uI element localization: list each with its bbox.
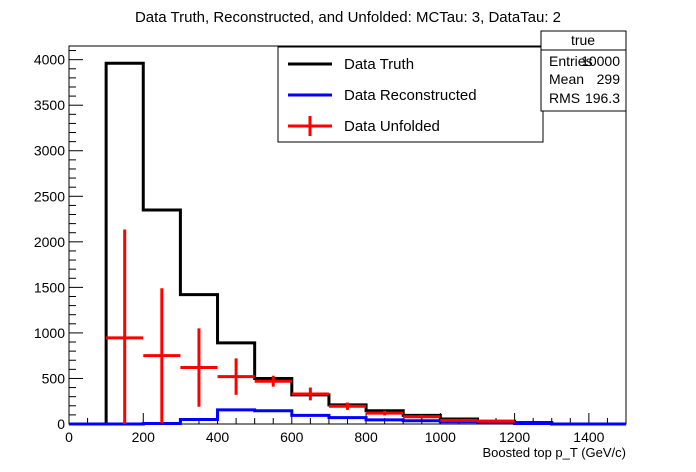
legend: Data Truth Data Reconstructed Data Unfol… — [277, 46, 544, 143]
stats-value-rms: 196.3 — [585, 90, 620, 106]
legend-label-data-truth: Data Truth — [344, 56, 414, 73]
x-tick-label-1200: 1200 — [499, 429, 530, 445]
stats-value-entries: 10000 — [581, 53, 620, 69]
y-tick-label-1000: 1000 — [34, 325, 65, 341]
y-tick-label-0: 0 — [57, 416, 65, 432]
y-tick-label-500: 500 — [42, 370, 66, 386]
series-data-unfolded — [106, 229, 515, 424]
legend-label-data-unfolded: Data Unfolded — [344, 118, 440, 135]
y-tick-label-2500: 2500 — [34, 188, 65, 204]
x-axis-title: Boosted top p_T (GeV/c) — [482, 445, 626, 460]
y-tick-label-2000: 2000 — [34, 234, 65, 250]
y-tick-label-3500: 3500 — [34, 97, 65, 113]
stats-box-frame — [540, 30, 627, 112]
x-tick-label-0: 0 — [65, 429, 73, 445]
y-tick-label-3000: 3000 — [34, 143, 65, 159]
stats-box-title: true — [571, 32, 595, 48]
x-tick-label-1400: 1400 — [573, 429, 604, 445]
stats-label-entries: Entries — [549, 53, 593, 69]
stats-label-mean: Mean — [549, 71, 584, 87]
legend-label-data-reconstructed: Data Reconstructed — [344, 87, 477, 104]
y-tick-label-4000: 4000 — [34, 52, 65, 68]
y-tick-label-1500: 1500 — [34, 279, 65, 295]
x-tick-label-400: 400 — [206, 429, 230, 445]
stats-box: true Entries 10000 Mean 299 RMS 196.3 — [540, 30, 627, 112]
x-tick-label-800: 800 — [354, 429, 378, 445]
series-layer — [69, 61, 626, 426]
x-tick-label-1000: 1000 — [425, 429, 456, 445]
stats-value-mean: 299 — [597, 71, 621, 87]
stats-label-rms: RMS — [549, 90, 580, 106]
series-data-reconstructed — [69, 408, 626, 426]
x-tick-label-600: 600 — [280, 429, 304, 445]
chart-title: Data Truth, Reconstructed, and Unfolded:… — [135, 9, 561, 26]
x-tick-label-200: 200 — [132, 429, 156, 445]
